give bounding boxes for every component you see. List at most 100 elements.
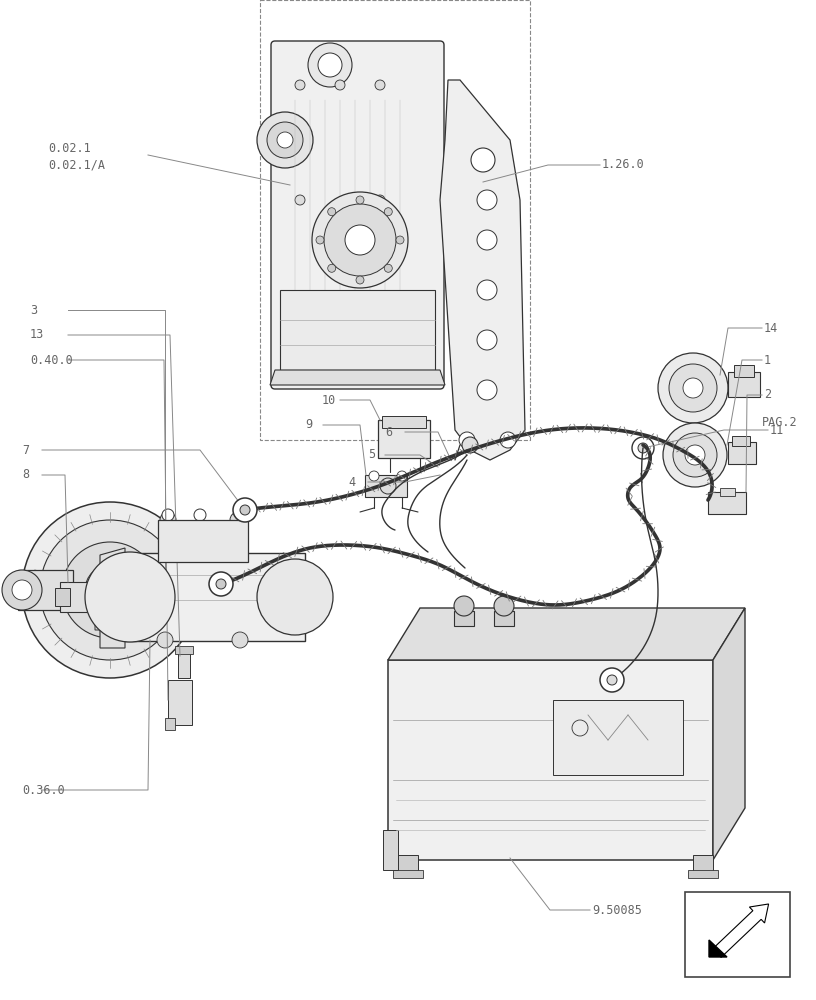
Text: 3: 3 — [30, 304, 37, 316]
Bar — [165, 718, 175, 730]
Circle shape — [462, 437, 478, 453]
Bar — [168, 680, 192, 725]
Polygon shape — [95, 570, 115, 630]
Polygon shape — [709, 940, 727, 957]
Text: 0.02.1: 0.02.1 — [48, 141, 91, 154]
Circle shape — [500, 432, 516, 448]
Circle shape — [295, 80, 305, 90]
Circle shape — [459, 432, 475, 448]
Circle shape — [85, 565, 135, 615]
Bar — [382, 416, 426, 428]
Circle shape — [230, 512, 246, 528]
Circle shape — [285, 587, 305, 607]
Polygon shape — [388, 608, 745, 660]
Bar — [693, 855, 713, 873]
Bar — [18, 570, 73, 610]
Circle shape — [232, 632, 248, 648]
Text: 10: 10 — [322, 393, 336, 406]
Circle shape — [477, 380, 497, 400]
Bar — [260, 0, 530, 440]
Bar — [553, 700, 683, 775]
Text: 0.02.1/A: 0.02.1/A — [48, 158, 105, 172]
Circle shape — [454, 596, 474, 616]
Bar — [720, 488, 735, 496]
Circle shape — [384, 208, 392, 216]
Circle shape — [356, 196, 364, 204]
Circle shape — [257, 559, 333, 635]
Text: 1: 1 — [764, 354, 771, 366]
Bar — [494, 611, 514, 626]
Bar — [728, 372, 760, 397]
Circle shape — [356, 276, 364, 284]
Bar — [60, 582, 100, 612]
Bar — [398, 855, 418, 873]
Bar — [365, 475, 407, 497]
Bar — [280, 290, 435, 370]
Circle shape — [257, 112, 313, 168]
Circle shape — [269, 571, 321, 623]
Circle shape — [22, 502, 198, 678]
Bar — [685, 892, 790, 977]
Text: 1.26.0: 1.26.0 — [602, 158, 645, 172]
Text: 14: 14 — [764, 322, 778, 334]
Polygon shape — [100, 548, 125, 648]
Circle shape — [328, 208, 335, 216]
Circle shape — [12, 580, 32, 600]
Circle shape — [200, 586, 212, 598]
Circle shape — [318, 53, 342, 77]
Circle shape — [607, 675, 617, 685]
Bar — [158, 520, 248, 562]
Text: 13: 13 — [30, 328, 44, 342]
Circle shape — [335, 325, 345, 335]
Circle shape — [308, 43, 352, 87]
Circle shape — [375, 295, 385, 305]
Text: 2: 2 — [764, 388, 771, 401]
Circle shape — [375, 195, 385, 205]
Text: 0.40.0: 0.40.0 — [30, 354, 73, 366]
Circle shape — [396, 236, 404, 244]
Circle shape — [157, 632, 173, 648]
Circle shape — [375, 80, 385, 90]
Circle shape — [663, 423, 727, 487]
Circle shape — [369, 471, 379, 481]
Circle shape — [380, 478, 396, 494]
Text: PAG.2: PAG.2 — [762, 416, 797, 428]
FancyBboxPatch shape — [271, 41, 444, 389]
Circle shape — [397, 471, 407, 481]
Text: 11: 11 — [770, 424, 784, 436]
Circle shape — [40, 520, 180, 660]
Text: 8: 8 — [22, 468, 29, 482]
Circle shape — [632, 437, 654, 459]
Circle shape — [98, 565, 162, 629]
Bar — [728, 442, 756, 464]
Circle shape — [335, 80, 345, 90]
Circle shape — [658, 353, 728, 423]
Circle shape — [216, 579, 226, 589]
Bar — [383, 830, 398, 870]
Bar — [55, 588, 70, 606]
Circle shape — [328, 264, 335, 272]
Circle shape — [384, 264, 392, 272]
Circle shape — [194, 509, 206, 521]
Circle shape — [477, 330, 497, 350]
Polygon shape — [713, 608, 745, 860]
Circle shape — [85, 552, 175, 642]
Bar — [120, 553, 305, 641]
Circle shape — [471, 148, 495, 172]
Bar — [688, 870, 718, 878]
Circle shape — [162, 509, 174, 521]
Circle shape — [267, 122, 303, 158]
Bar — [175, 646, 193, 654]
Circle shape — [277, 132, 293, 148]
Circle shape — [477, 190, 497, 210]
Bar — [734, 365, 754, 377]
Circle shape — [494, 596, 514, 616]
Text: 4: 4 — [348, 476, 355, 488]
Circle shape — [312, 192, 408, 288]
Bar — [388, 660, 713, 860]
Circle shape — [295, 295, 305, 305]
Circle shape — [2, 570, 42, 610]
Circle shape — [240, 505, 250, 515]
Circle shape — [673, 433, 717, 477]
Circle shape — [345, 225, 375, 255]
